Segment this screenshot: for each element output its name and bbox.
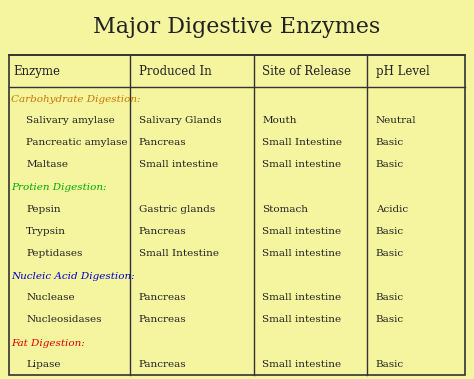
Text: Pancreas: Pancreas [139, 227, 186, 236]
Text: Enzyme: Enzyme [13, 64, 60, 78]
Text: Basic: Basic [376, 315, 404, 324]
Text: Basic: Basic [376, 160, 404, 169]
Text: Nucleosidases: Nucleosidases [26, 315, 101, 324]
Text: Lipase: Lipase [26, 360, 61, 369]
Text: Pancreas: Pancreas [139, 360, 186, 369]
Text: Basic: Basic [376, 360, 404, 369]
Text: Small Intestine: Small Intestine [262, 138, 342, 147]
Text: Nucleic Acid Digestion:: Nucleic Acid Digestion: [11, 272, 135, 281]
Text: pH Level: pH Level [376, 64, 429, 78]
Text: Pancreas: Pancreas [139, 138, 186, 147]
Text: Maltase: Maltase [26, 160, 68, 169]
Text: Site of Release: Site of Release [262, 64, 351, 78]
Text: Small intestine: Small intestine [262, 249, 341, 258]
Text: Produced In: Produced In [139, 64, 211, 78]
Text: Pancreas: Pancreas [139, 315, 186, 324]
Text: Pancreas: Pancreas [139, 293, 186, 302]
Text: Small intestine: Small intestine [262, 293, 341, 302]
Text: Fat Digestion:: Fat Digestion: [11, 338, 85, 348]
Text: Salivary amylase: Salivary amylase [26, 116, 115, 125]
Text: Basic: Basic [376, 227, 404, 236]
Bar [9, 55, 465, 375]
Text: Small Intestine: Small Intestine [139, 249, 219, 258]
Text: Peptidases: Peptidases [26, 249, 82, 258]
Text: Small intestine: Small intestine [262, 227, 341, 236]
Text: Basic: Basic [376, 138, 404, 147]
Text: Stomach: Stomach [262, 205, 308, 213]
Text: Major Digestive Enzymes: Major Digestive Enzymes [93, 16, 381, 39]
Text: Small intestine: Small intestine [262, 360, 341, 369]
Text: Pancreatic amylase: Pancreatic amylase [26, 138, 128, 147]
Text: Acidic: Acidic [376, 205, 408, 213]
Text: Neutral: Neutral [376, 116, 417, 125]
Text: Small intestine: Small intestine [262, 315, 341, 324]
Text: Basic: Basic [376, 293, 404, 302]
Text: Pepsin: Pepsin [26, 205, 61, 213]
Text: Small intestine: Small intestine [262, 160, 341, 169]
Text: Salivary Glands: Salivary Glands [139, 116, 221, 125]
Text: Mouth: Mouth [262, 116, 297, 125]
Text: Gastric glands: Gastric glands [139, 205, 215, 213]
Text: Carbohydrate Digestion:: Carbohydrate Digestion: [11, 95, 141, 104]
Text: Small intestine: Small intestine [139, 160, 218, 169]
Text: Protien Digestion:: Protien Digestion: [11, 183, 107, 193]
Text: Basic: Basic [376, 249, 404, 258]
Text: Nuclease: Nuclease [26, 293, 75, 302]
Text: Trypsin: Trypsin [26, 227, 66, 236]
